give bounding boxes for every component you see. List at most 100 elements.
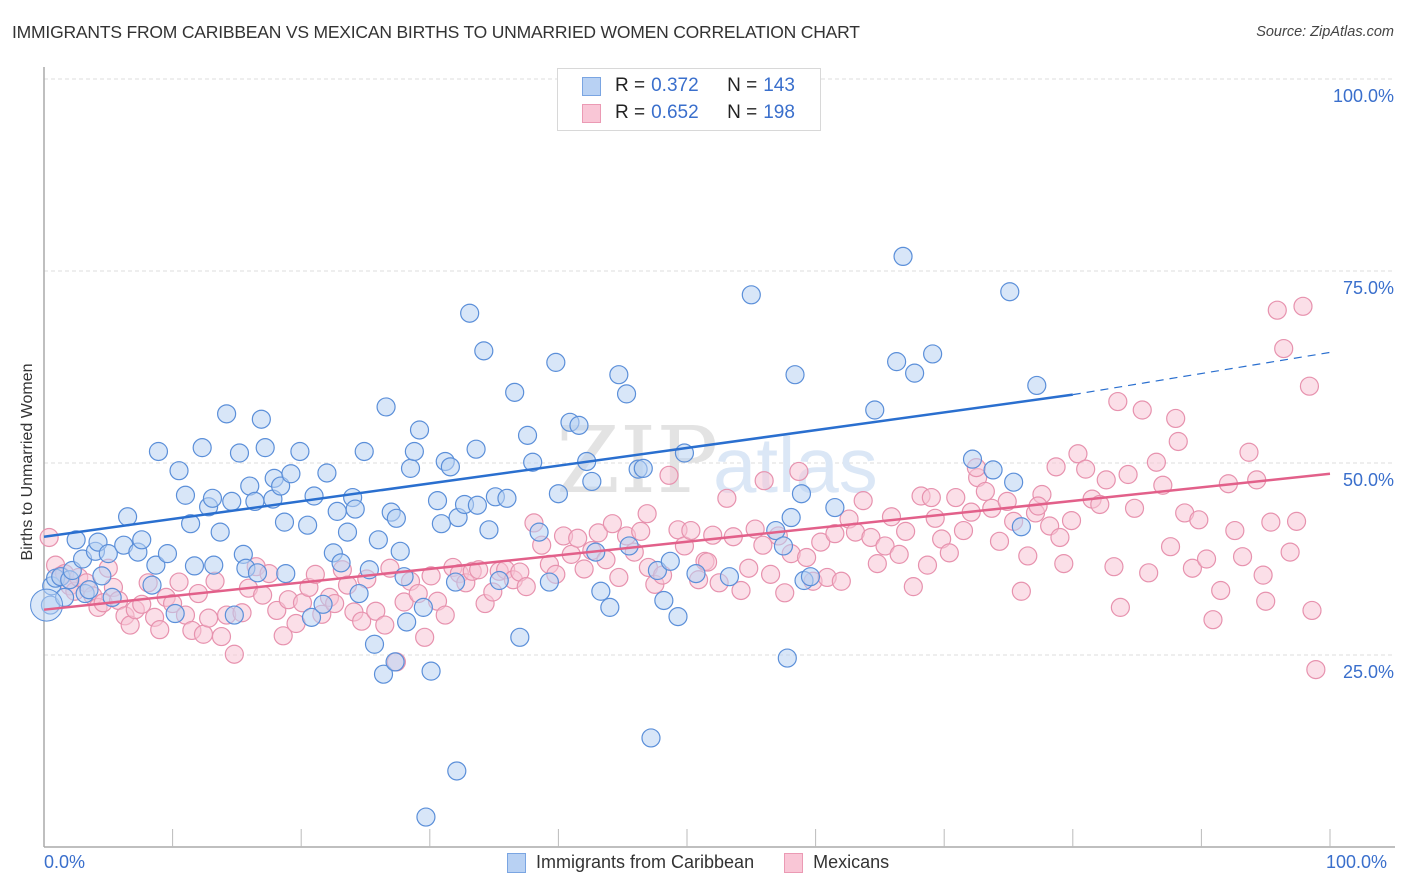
legend-item-mexicans[interactable]: Mexicans bbox=[784, 852, 889, 873]
caribbean-point bbox=[1011, 517, 1031, 537]
x-tick-label-min: 0.0% bbox=[44, 852, 86, 872]
stats-row-mexicans: R = 0.652 N = 198 bbox=[582, 102, 795, 124]
series-caribbean bbox=[30, 246, 1047, 827]
mexicans-point bbox=[1068, 444, 1088, 464]
trend-lines bbox=[43, 351, 1331, 611]
mexicans-point bbox=[1018, 546, 1038, 566]
caribbean-point bbox=[210, 522, 230, 542]
caribbean-point bbox=[569, 415, 589, 435]
caribbean-trend-line bbox=[43, 393, 1073, 538]
mexicans-point bbox=[421, 566, 441, 586]
mexicans-point bbox=[516, 577, 536, 597]
mexicans-point bbox=[753, 535, 773, 555]
caribbean-point bbox=[409, 420, 430, 440]
mexicans-point bbox=[1061, 510, 1082, 531]
caribbean-point bbox=[654, 590, 674, 611]
mexicans-point bbox=[1261, 512, 1281, 532]
caribbean-point bbox=[281, 464, 301, 484]
y-tick-label: 50.0% bbox=[1342, 470, 1394, 490]
caribbean-point bbox=[79, 580, 99, 600]
caribbean-point bbox=[546, 352, 566, 372]
mexicans-point bbox=[39, 527, 59, 548]
mexicans-point bbox=[415, 627, 435, 647]
mexicans-point bbox=[1239, 442, 1259, 462]
caribbean-point bbox=[368, 530, 388, 550]
r-label: R = bbox=[615, 75, 646, 96]
caribbean-swatch bbox=[582, 76, 601, 96]
caribbean-point bbox=[893, 246, 913, 267]
mexicans-point bbox=[1118, 464, 1138, 485]
mexicans-point bbox=[375, 615, 395, 635]
mexicans-point bbox=[1293, 296, 1313, 316]
caribbean-point bbox=[404, 441, 424, 462]
caribbean-point bbox=[181, 514, 201, 534]
caribbean-point bbox=[373, 664, 394, 684]
caribbean-point bbox=[298, 515, 318, 535]
caribbean-point bbox=[1027, 375, 1047, 396]
caribbean-point bbox=[447, 761, 467, 781]
caribbean-point bbox=[741, 285, 761, 305]
mexicans-point bbox=[1225, 520, 1245, 541]
caribbean-point bbox=[523, 452, 543, 472]
caribbean-point bbox=[175, 485, 196, 505]
caribbean-point bbox=[421, 661, 441, 681]
caribbean-point bbox=[354, 441, 374, 462]
caribbean-point bbox=[505, 382, 525, 402]
mexicans-point bbox=[889, 544, 909, 564]
mexicans-point bbox=[1299, 376, 1320, 396]
n-value: 198 bbox=[763, 102, 795, 123]
legend-item-caribbean[interactable]: Immigrants from Caribbean bbox=[507, 852, 754, 873]
caribbean-point bbox=[719, 567, 740, 587]
caribbean-point bbox=[660, 551, 680, 571]
mexicans-point bbox=[703, 525, 723, 545]
caribbean-point bbox=[983, 460, 1003, 480]
mexicans-point bbox=[739, 558, 759, 578]
n-value: 143 bbox=[763, 75, 795, 96]
caribbean-point bbox=[142, 575, 162, 595]
caribbean-swatch bbox=[507, 852, 526, 873]
mexicans-point bbox=[253, 585, 273, 605]
caribbean-point bbox=[92, 566, 112, 586]
stats-legend: R = 0.372 N = 143 R = 0.652 N = 198 bbox=[557, 68, 821, 131]
caribbean-point bbox=[274, 512, 295, 532]
caribbean-point bbox=[386, 508, 406, 528]
caribbean-point bbox=[413, 597, 433, 617]
caribbean-point bbox=[474, 341, 494, 361]
caribbean-point bbox=[609, 365, 629, 385]
mexicans-point bbox=[853, 491, 873, 511]
mexicans-point bbox=[1280, 542, 1300, 562]
mexicans-point bbox=[754, 471, 774, 491]
caribbean-point bbox=[132, 530, 152, 550]
mexicans-point bbox=[1076, 459, 1096, 479]
caribbean-point bbox=[431, 514, 451, 534]
caribbean-point bbox=[466, 439, 486, 459]
caribbean-point bbox=[217, 404, 237, 424]
y-tick-label: 100.0% bbox=[1332, 86, 1394, 106]
mexicans-point bbox=[1054, 554, 1074, 574]
mexicans-point bbox=[211, 626, 232, 647]
caribbean-point bbox=[791, 484, 812, 504]
caribbean-point bbox=[460, 303, 480, 323]
caribbean-point bbox=[148, 441, 169, 462]
caribbean-point bbox=[1004, 472, 1024, 492]
mexicans-point bbox=[903, 577, 923, 597]
caribbean-point bbox=[923, 344, 943, 364]
mexicans-point bbox=[1274, 338, 1294, 359]
mexicans-point bbox=[861, 527, 881, 548]
series-legend: Immigrants from Caribbean Mexicans bbox=[507, 852, 919, 873]
mexicans-point bbox=[917, 555, 938, 575]
caribbean-point bbox=[290, 441, 310, 462]
caribbean-point bbox=[416, 807, 436, 827]
caribbean-point bbox=[169, 461, 189, 481]
mexicans-point bbox=[775, 583, 795, 603]
mexicans-point bbox=[199, 608, 219, 628]
mexicans-point bbox=[352, 611, 372, 631]
legend-label-caribbean: Immigrants from Caribbean bbox=[536, 852, 755, 872]
caribbean-point bbox=[204, 555, 224, 575]
caribbean-point bbox=[777, 648, 797, 668]
stats-row-caribbean: R = 0.372 N = 143 bbox=[582, 75, 795, 97]
caribbean-point bbox=[255, 438, 275, 458]
caribbean-point bbox=[467, 495, 487, 515]
mexicans-point bbox=[1090, 494, 1110, 515]
caribbean-point bbox=[251, 409, 271, 429]
